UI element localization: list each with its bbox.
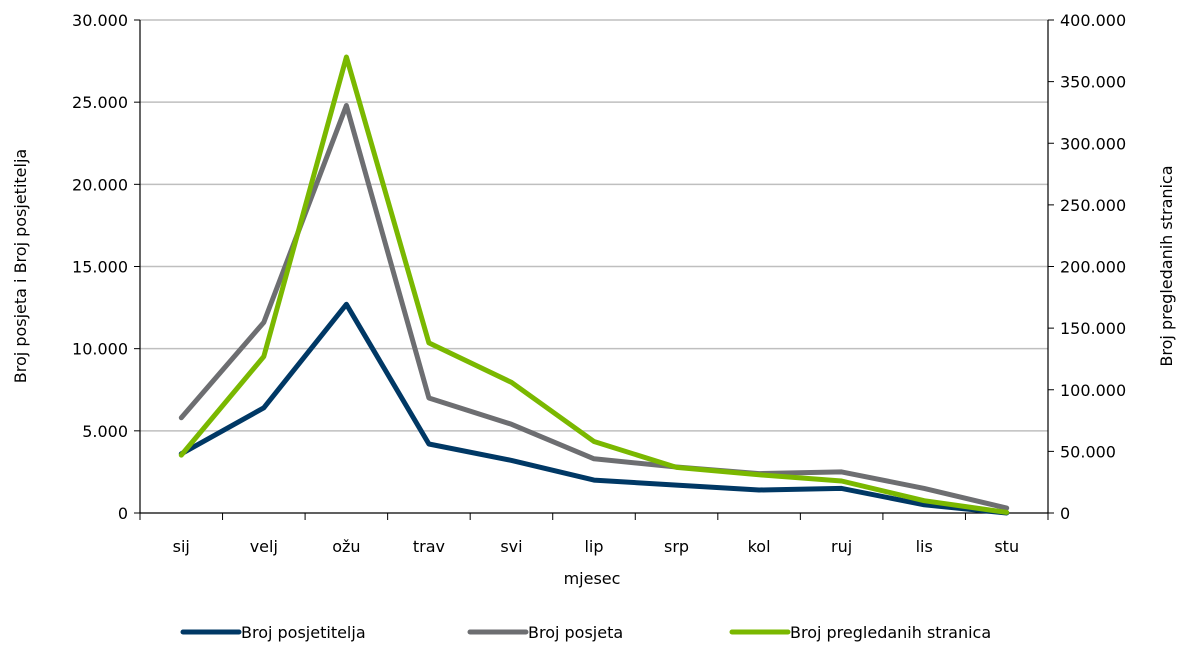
x-tick-label: srp [664,537,689,556]
gridlines [140,19,1048,432]
series-lines [178,54,1010,516]
left-y-tick-label: 5.000 [82,422,128,441]
series-line [178,103,1010,511]
x-tick-label: kol [748,537,771,556]
right-y-tick-labels: 0 50.000 100.000 150.000 200.000 250.000 300.0… [1048,11,1126,523]
right-y-tick-label: 150.000 [1060,319,1126,338]
legend-label: Broj posjeta [528,623,623,642]
right-y-tick-label: 100.000 [1060,381,1126,400]
x-tick-label: ožu [332,537,360,556]
left-y-tick-label: 0 [118,504,128,523]
left-y-tick-label: 15.000 [72,258,128,277]
left-y-tick-labels: 0 5.000 10.000 15.000 20.000 25.000 30.000 [72,11,140,523]
series-line [178,301,1010,516]
right-y-tick-label: 250.000 [1060,196,1126,215]
left-y-tick-label: 20.000 [72,175,128,194]
right-y-tick-label: 200.000 [1060,258,1126,277]
x-tick-label: velj [250,537,278,556]
series-line [178,54,1010,515]
left-y-tick-label: 25.000 [72,93,128,112]
legend: Broj posjetitelja Broj posjeta Broj pregle… [180,623,991,642]
legend-label: Broj pregledanih stranica [790,623,991,642]
x-tick-label: svi [500,537,522,556]
left-y-tick-label: 10.000 [72,340,128,359]
x-axis-title: mjesec [564,569,621,588]
right-y-tick-label: 400.000 [1060,11,1126,30]
left-y-axis-title: Broj posjeta i Broj posjetitelja [11,149,30,383]
x-tick-label: lis [916,537,933,556]
right-y-tick-label: 50.000 [1060,442,1116,461]
right-y-tick-label: 300.000 [1060,134,1126,153]
right-y-tick-label: 350.000 [1060,73,1126,92]
legend-label: Broj posjetitelja [241,623,366,642]
right-y-tick-label: 0 [1060,504,1070,523]
x-tick-label: stu [994,537,1019,556]
x-tick-labels: sij velj ožu trav svi lip srp kol ruj lis stu [139,513,1049,556]
x-tick-label: ruj [831,537,852,556]
x-tick-label: lip [584,537,603,556]
right-y-axis-title: Broj pregledanih stranica [1157,165,1176,366]
left-y-tick-label: 30.000 [72,11,128,30]
x-tick-label: trav [413,537,445,556]
x-tick-label: sij [173,537,190,556]
